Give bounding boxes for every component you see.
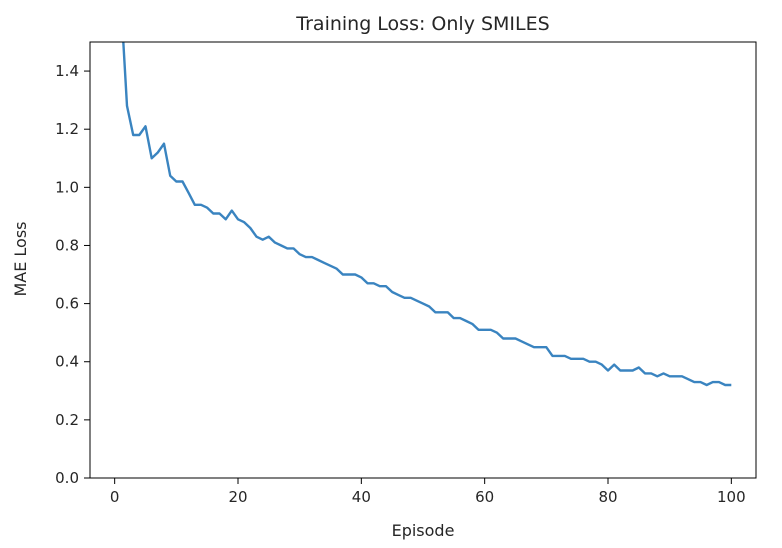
- y-tick-label: 0.2: [55, 411, 79, 429]
- y-tick-label: 1.4: [55, 62, 79, 80]
- y-tick-label: 0.6: [55, 295, 79, 313]
- x-tick-label: 60: [475, 488, 494, 506]
- y-tick-label: 1.2: [55, 120, 79, 138]
- y-tick-label: 0.0: [55, 469, 79, 487]
- y-tick-label: 1.0: [55, 178, 79, 196]
- x-tick-label: 100: [717, 488, 746, 506]
- chart-title: Training Loss: Only SMILES: [295, 13, 549, 35]
- y-tick-label: 0.8: [55, 236, 79, 254]
- x-tick-label: 0: [110, 488, 120, 506]
- x-tick-label: 40: [352, 488, 371, 506]
- plot-frame: [89, 41, 757, 479]
- plot-area: [122, 42, 732, 387]
- series-line-0: [122, 42, 732, 387]
- x-axis-title: Episode: [392, 521, 455, 540]
- y-tick-label: 0.4: [55, 353, 79, 371]
- x-tick-label: 80: [598, 488, 617, 506]
- x-tick-label: 20: [228, 488, 247, 506]
- y-axis-title: MAE Loss: [11, 221, 30, 296]
- axis-ticks: 0 20 40 60 80 100 0.0 0.2 0.4 0.6 0.8 1.0 1.2 1.4: [55, 62, 746, 506]
